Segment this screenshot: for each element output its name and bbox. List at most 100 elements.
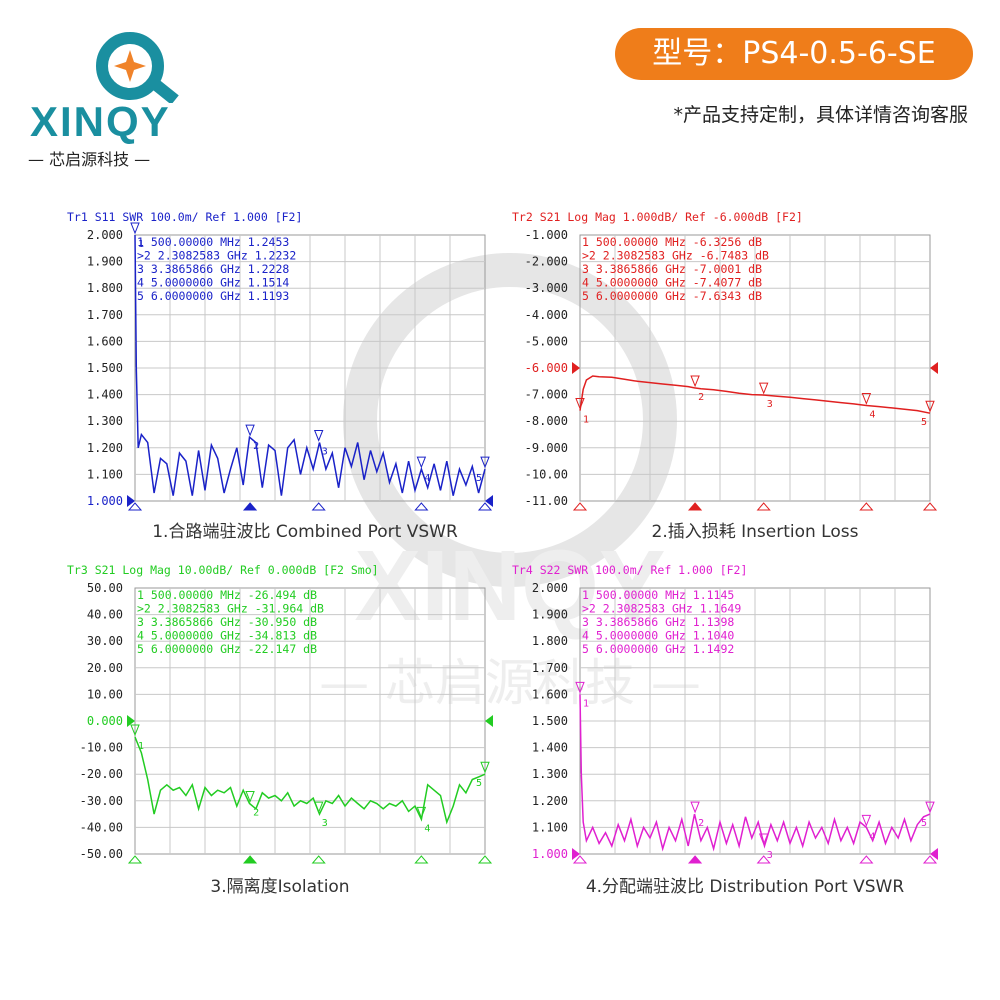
ref-arrow-left (572, 848, 580, 860)
bottom-marker (242, 855, 258, 864)
marker-readout: 1 500.00000 MHz 1.1145 (582, 588, 734, 602)
logo-subtitle: — 芯启源科技 — (28, 150, 151, 169)
y-tick-label: 1.700 (87, 308, 123, 322)
brand-logo: XINQY — 芯启源科技 — (20, 28, 220, 178)
bottom-marker (922, 502, 938, 511)
bottom-marker (414, 855, 429, 864)
chart-distribution-port-vswr: Tr4 S22 SWR 100.0m/ Ref 1.000 [F2] 2.000 1… (512, 563, 938, 864)
trace-marker (925, 400, 935, 413)
y-tick-label: 1.100 (87, 467, 123, 481)
y-tick-label: 1.400 (532, 741, 568, 755)
trace-marker (416, 456, 427, 469)
chart-title: Tr1 S11 SWR 100.0m/ Ref 1.000 [F2] (67, 210, 302, 224)
trace-marker-label: 1 (583, 415, 589, 426)
y-tick-label: 1.000 (532, 847, 568, 861)
chart-isolation: Tr3 S21 Log Mag 10.00dB/ Ref 0.000dB [F2… (67, 563, 493, 864)
marker-readout: >2 2.3082583 GHz 1.2232 (137, 249, 296, 263)
logo-text: XINQY (30, 98, 171, 145)
y-tick-label: 1.400 (87, 388, 123, 402)
trace-marker (480, 456, 490, 469)
marker-readout: 5 6.0000000 GHz -22.147 dB (137, 642, 317, 656)
y-tick-label: 1.200 (87, 441, 123, 455)
marker-readout: 3 3.3865866 GHz -30.950 dB (137, 615, 317, 629)
trace-marker-label: 2 (698, 392, 704, 403)
logo-icon (96, 32, 179, 103)
bottom-marker (311, 855, 326, 864)
trace-marker-label: 3 (322, 818, 328, 829)
marker-readout: 3 3.3865866 GHz 1.2228 (137, 262, 289, 276)
trace-marker (925, 801, 935, 814)
y-tick-label: -8.000 (525, 414, 568, 428)
y-tick-label: 1.900 (87, 255, 123, 269)
chart-title: Tr2 S21 Log Mag 1.000dB/ Ref -6.000dB [F… (512, 210, 803, 224)
y-tick-label: -9.000 (525, 441, 568, 455)
ref-arrow-right (930, 362, 938, 374)
y-tick-label: 1.500 (87, 361, 123, 375)
chart-title: Tr3 S21 Log Mag 10.00dB/ Ref 0.000dB [F2… (67, 563, 379, 577)
marker-readout: 4 5.0000000 GHz -34.813 dB (137, 629, 317, 643)
marker-readout: 1 500.00000 MHz -26.494 dB (137, 588, 317, 602)
bottom-marker (687, 502, 703, 511)
chart-insertion-loss: Tr2 S21 Log Mag 1.000dB/ Ref -6.000dB [F… (512, 210, 938, 511)
marker-readout: 3 3.3865866 GHz 1.1398 (582, 615, 734, 629)
bottom-marker (477, 855, 493, 864)
bottom-marker (311, 502, 326, 511)
trace-marker-label: 5 (921, 417, 927, 428)
trace-marker (690, 801, 700, 814)
bottom-marker (477, 502, 493, 511)
y-tick-label: 1.200 (532, 794, 568, 808)
caption-insertion-loss: 2.插入损耗 Insertion Loss (651, 522, 859, 542)
trace-marker-label: 5 (476, 778, 482, 789)
y-tick-label: 1.800 (87, 281, 123, 295)
bottom-marker (242, 502, 258, 511)
trace-marker-label: 3 (767, 399, 773, 410)
y-tick-label: 1.600 (532, 687, 568, 701)
ref-arrow-right (930, 848, 938, 860)
custom-notice: *产品支持定制，具体详情咨询客服 (673, 104, 968, 126)
trace-marker-label: 4 (869, 410, 875, 421)
y-tick-label: -30.00 (80, 794, 123, 808)
marker-readout: 1 500.00000 MHz -6.3256 dB (582, 235, 762, 249)
chart-combined-port-vswr: Tr1 S11 SWR 100.0m/ Ref 1.000 [F2] 2.000 1… (67, 210, 493, 511)
ref-arrow-left (127, 715, 135, 727)
trace-marker-label: 4 (869, 831, 875, 842)
series-trace (579, 694, 931, 852)
y-tick-label: -2.000 (525, 255, 568, 269)
bottom-marker (414, 502, 429, 511)
y-tick-label: -10.00 (80, 741, 123, 755)
y-tick-label: 1.100 (532, 820, 568, 834)
y-tick-label: -11.00 (525, 494, 568, 508)
trace-marker-label: 1 (138, 741, 144, 752)
trace-marker-label: 2 (698, 818, 704, 829)
trace-marker-label: 1 (138, 239, 144, 250)
series-trace (134, 234, 486, 496)
series-trace (134, 736, 486, 825)
marker-readout: >2 2.3082583 GHz -6.7483 dB (582, 249, 769, 263)
marker-readout: 3 3.3865866 GHz -7.0001 dB (582, 262, 762, 276)
trace-marker-label: 4 (424, 473, 430, 484)
y-tick-label: 1.600 (87, 334, 123, 348)
bottom-marker (572, 502, 588, 511)
chart-title: Tr4 S22 SWR 100.0m/ Ref 1.000 [F2] (512, 563, 747, 577)
bottom-marker (859, 502, 874, 511)
caption-distribution-port-vswr: 4.分配端驻波比 Distribution Port VSWR (585, 877, 905, 897)
y-tick-label: 10.00 (87, 687, 123, 701)
trace-marker-label: 3 (322, 446, 328, 457)
y-tick-label: -40.00 (80, 820, 123, 834)
trace-marker (758, 833, 769, 846)
series-trace (579, 375, 931, 414)
trace-marker (758, 382, 769, 395)
ref-arrow-left (127, 495, 135, 507)
marker-readout: >2 2.3082583 GHz 1.1649 (582, 602, 741, 616)
y-tick-label: 1.300 (532, 767, 568, 781)
trace-marker (313, 429, 324, 442)
y-tick-label: -20.00 (80, 767, 123, 781)
trace-marker (861, 393, 872, 405)
caption-combined-port-vswr: 1.合路端驻波比 Combined Port VSWR (152, 522, 458, 542)
trace-marker-label: 4 (424, 823, 430, 834)
bottom-marker (127, 855, 143, 864)
y-tick-label: 0.000 (87, 714, 123, 728)
y-tick-label: 1.900 (532, 608, 568, 622)
marker-readout: 4 5.0000000 GHz -7.4077 dB (582, 276, 762, 290)
y-tick-label: 40.00 (87, 608, 123, 622)
